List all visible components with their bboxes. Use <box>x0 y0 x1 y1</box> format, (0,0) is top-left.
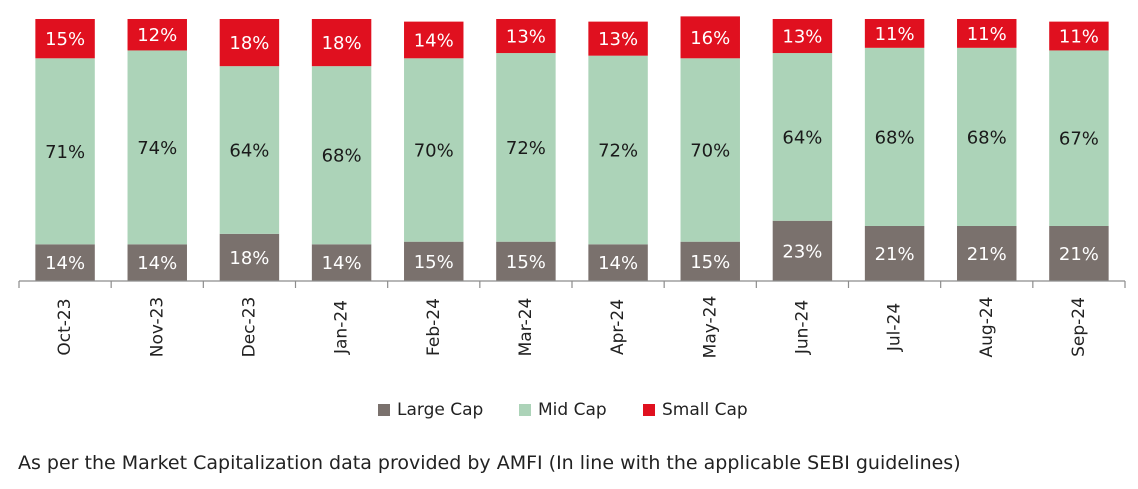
stacked-bar-chart: 14% 71% 15% 14% 74% 12% 18% 64% 18% 14% 68% 18% 15% 7… <box>18 16 1126 420</box>
bar-mid-cap-sep-24 <box>1049 50 1109 226</box>
bar-large-cap-oct-23 <box>35 244 95 281</box>
bar-small-cap-aug-24 <box>957 19 1017 48</box>
bar-mid-cap-nov-23 <box>127 50 187 245</box>
data-label-large-cap-may-24: 15% <box>690 252 730 273</box>
bar-mid-cap-apr-24 <box>588 55 648 245</box>
x-tick-label-apr-24: Apr-24 <box>608 299 628 355</box>
x-tick-label-aug-24: Aug-24 <box>977 297 997 358</box>
bar-large-cap-aug-24 <box>957 225 1017 281</box>
bar-large-cap-sep-24 <box>1049 225 1109 281</box>
data-label-mid-cap-oct-23: 71% <box>45 142 85 163</box>
data-label-large-cap-feb-24: 15% <box>414 252 454 273</box>
data-label-large-cap-jun-24: 23% <box>782 241 822 262</box>
data-label-small-cap-aug-24: 11% <box>967 24 1007 45</box>
bar-mid-cap-jan-24 <box>311 66 372 245</box>
data-label-small-cap-jul-24: 11% <box>875 24 915 45</box>
x-tick-label-jan-24: Jan-24 <box>332 300 352 355</box>
x-tick-labels: Oct-23 Nov-23 Dec-23 Jan-24 Feb-24 Mar-24 Apr-… <box>55 296 1089 359</box>
bar-small-cap-jul-24 <box>864 19 925 48</box>
legend-label-small-cap: Small Cap <box>662 400 748 420</box>
data-label-mid-cap-dec-23: 64% <box>229 141 269 162</box>
bar-small-cap-mar-24 <box>496 19 556 54</box>
legend-swatch-mid-cap <box>519 404 531 416</box>
data-label-large-cap-nov-23: 14% <box>137 253 177 274</box>
legend-label-large-cap: Large Cap <box>397 400 483 420</box>
bar-mid-cap-feb-24 <box>404 58 464 242</box>
x-tick-label-dec-23: Dec-23 <box>239 297 259 358</box>
bar-large-cap-nov-23 <box>127 244 187 281</box>
data-label-large-cap-sep-24: 21% <box>1059 244 1099 265</box>
data-label-large-cap-jul-24: 21% <box>875 244 915 265</box>
bar-mid-cap-aug-24 <box>957 47 1017 226</box>
data-label-small-cap-feb-24: 14% <box>414 30 454 51</box>
data-label-mid-cap-aug-24: 68% <box>967 127 1007 148</box>
bar-mid-cap-may-24 <box>680 58 740 242</box>
bar-mid-cap-oct-23 <box>35 58 95 245</box>
data-label-mid-cap-apr-24: 72% <box>598 141 638 162</box>
bar-small-cap-may-24 <box>680 16 740 59</box>
data-label-large-cap-mar-24: 15% <box>506 252 546 273</box>
bar-large-cap-jun-24 <box>772 220 833 281</box>
data-label-small-cap-may-24: 16% <box>690 28 730 49</box>
data-label-mid-cap-mar-24: 72% <box>506 138 546 159</box>
x-tick-label-may-24: May-24 <box>700 296 720 359</box>
data-label-small-cap-mar-24: 13% <box>506 27 546 48</box>
bar-small-cap-dec-23 <box>219 19 280 67</box>
x-tick-label-nov-23: Nov-23 <box>147 297 167 358</box>
data-label-small-cap-apr-24: 13% <box>598 29 638 50</box>
data-label-small-cap-jun-24: 13% <box>782 27 822 48</box>
x-tick-label-sep-24: Sep-24 <box>1069 297 1089 357</box>
x-tick-label-jun-24: Jun-24 <box>792 300 812 355</box>
bar-mid-cap-dec-23 <box>219 66 280 234</box>
data-label-mid-cap-feb-24: 70% <box>414 141 454 162</box>
bar-large-cap-dec-23 <box>219 233 280 281</box>
bar-small-cap-feb-24 <box>404 21 464 59</box>
data-label-large-cap-aug-24: 21% <box>967 244 1007 265</box>
bar-large-cap-jan-24 <box>311 244 372 281</box>
data-label-mid-cap-nov-23: 74% <box>137 138 177 159</box>
x-tick-label-mar-24: Mar-24 <box>516 298 536 357</box>
data-label-large-cap-jan-24: 14% <box>322 253 362 274</box>
data-label-mid-cap-jan-24: 68% <box>322 146 362 167</box>
bar-small-cap-sep-24 <box>1049 21 1109 51</box>
bar-small-cap-apr-24 <box>588 21 648 56</box>
x-tick-label-feb-24: Feb-24 <box>424 298 444 356</box>
data-label-small-cap-nov-23: 12% <box>137 25 177 46</box>
bar-mid-cap-jun-24 <box>772 53 833 221</box>
legend-swatch-large-cap <box>378 404 390 416</box>
bar-large-cap-feb-24 <box>404 241 464 281</box>
bars-layer: 14% 71% 15% 14% 74% 12% 18% 64% 18% 14% 68% 18% 15% 7… <box>35 16 1109 281</box>
data-label-mid-cap-may-24: 70% <box>690 141 730 162</box>
x-axis <box>18 280 1126 288</box>
footnote: As per the Market Capitalization data pr… <box>18 452 961 474</box>
data-label-mid-cap-sep-24: 67% <box>1059 129 1099 150</box>
bar-small-cap-jan-24 <box>311 19 372 67</box>
data-label-mid-cap-jun-24: 64% <box>782 127 822 148</box>
data-label-large-cap-dec-23: 18% <box>229 248 269 269</box>
bar-small-cap-oct-23 <box>35 19 95 59</box>
legend-swatch-small-cap <box>643 404 655 416</box>
x-tick-label-oct-23: Oct-23 <box>55 298 75 355</box>
bar-small-cap-jun-24 <box>772 19 833 54</box>
x-tick-label-jul-24: Jul-24 <box>885 303 905 352</box>
data-label-mid-cap-jul-24: 68% <box>875 127 915 148</box>
legend-label-mid-cap: Mid Cap <box>538 400 607 420</box>
bar-mid-cap-jul-24 <box>864 47 925 226</box>
bar-large-cap-mar-24 <box>496 241 556 281</box>
data-label-small-cap-sep-24: 11% <box>1059 27 1099 48</box>
bar-large-cap-may-24 <box>680 241 740 281</box>
data-label-small-cap-dec-23: 18% <box>229 33 269 54</box>
data-label-small-cap-jan-24: 18% <box>322 33 362 54</box>
data-label-large-cap-oct-23: 14% <box>45 253 85 274</box>
bar-large-cap-apr-24 <box>588 244 648 281</box>
data-label-large-cap-apr-24: 14% <box>598 253 638 274</box>
data-label-small-cap-oct-23: 15% <box>45 29 85 50</box>
bar-mid-cap-mar-24 <box>496 53 556 242</box>
bar-small-cap-nov-23 <box>127 19 187 51</box>
bar-large-cap-jul-24 <box>864 225 925 281</box>
legend: Large Cap Mid Cap Small Cap <box>378 400 748 420</box>
